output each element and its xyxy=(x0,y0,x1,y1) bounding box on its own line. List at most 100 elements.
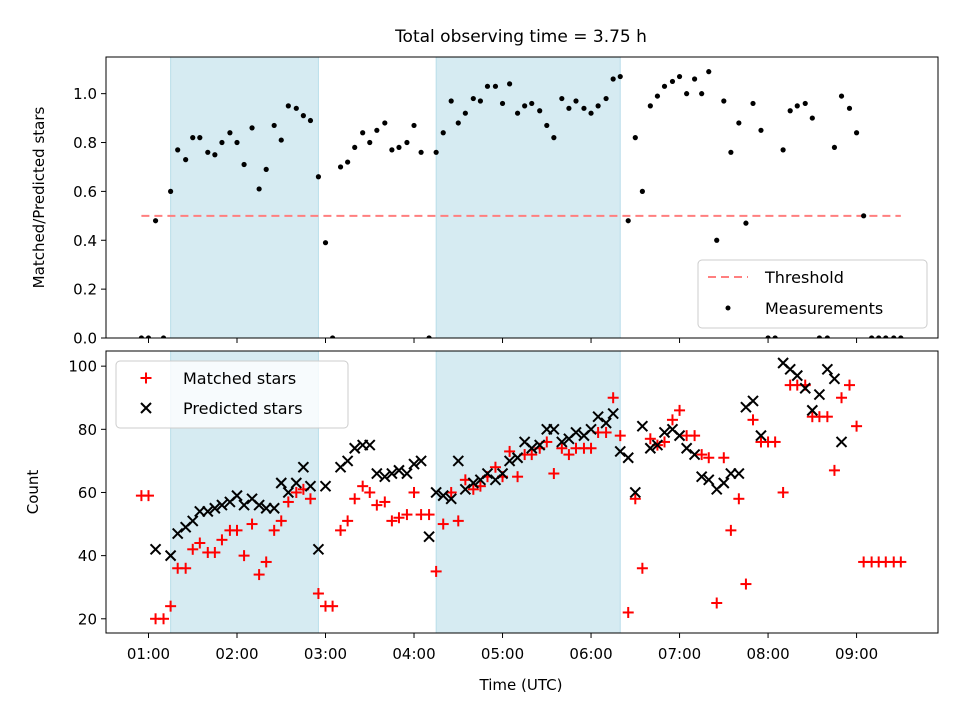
matched-star-point xyxy=(769,436,781,448)
matched-star-point xyxy=(644,433,656,445)
x-tick-label: 04:00 xyxy=(392,645,435,663)
y-tick-label: 0.6 xyxy=(73,183,97,201)
legend-measurements-label: Measurements xyxy=(765,299,883,318)
matched-star-point xyxy=(268,524,280,536)
predicted-star-point xyxy=(607,407,619,420)
predicted-star-point xyxy=(556,436,568,448)
measurement-point xyxy=(780,147,786,153)
measurement-point xyxy=(175,147,181,153)
measurement-point xyxy=(743,220,749,226)
matched-star-point xyxy=(312,588,324,600)
matched-star-point xyxy=(636,562,648,574)
measurement-point xyxy=(212,152,218,158)
measurement-point xyxy=(418,149,424,155)
measurement-point xyxy=(492,83,499,89)
measurement-point xyxy=(145,335,152,338)
predicted-star-point xyxy=(680,442,693,454)
predicted-star-point xyxy=(386,467,398,480)
legend-measurements-swatch xyxy=(725,305,731,311)
predicted-star-point xyxy=(673,429,686,442)
predicted-star-point xyxy=(364,439,376,451)
predicted-star-point xyxy=(415,455,427,467)
measurement-point xyxy=(307,117,314,124)
measurement-point xyxy=(772,335,778,338)
predicted-star-point xyxy=(349,442,361,454)
measurement-point xyxy=(691,76,698,82)
predicted-star-point xyxy=(445,493,457,505)
matched-star-point xyxy=(821,411,833,423)
measurement-point xyxy=(271,122,277,129)
measurement-point xyxy=(831,144,838,151)
measurement-point xyxy=(595,103,601,109)
predicted-star-point xyxy=(791,369,803,382)
matched-star-point xyxy=(423,509,435,521)
measurement-point xyxy=(802,100,808,107)
matched-star-point xyxy=(231,524,243,536)
predicted-star-point xyxy=(503,455,516,467)
observing-interval xyxy=(170,57,319,338)
ratio-panel: 0.0 0.2 0.4 0.6 0.8 1.0 Matched/Predicted sta… xyxy=(30,56,939,348)
x-tick-label: 01:00 xyxy=(127,645,170,663)
measurement-point xyxy=(714,237,720,243)
y-tick-label: 1.0 xyxy=(73,85,97,103)
y-tick-label: 0.8 xyxy=(73,134,97,152)
matched-star-point xyxy=(629,493,641,505)
matched-star-point xyxy=(622,606,634,618)
legend-predicted-swatch xyxy=(140,402,152,414)
matched-star-point xyxy=(452,515,464,527)
y-tick-label: 80 xyxy=(78,421,97,439)
measurement-point xyxy=(758,127,764,133)
measurement-point xyxy=(300,113,306,119)
predicted-star-point xyxy=(268,502,280,514)
measurement-point xyxy=(581,105,587,111)
measurement-point xyxy=(588,110,594,116)
measurement-point xyxy=(190,135,196,141)
measurement-point xyxy=(322,240,329,246)
matched-star-point xyxy=(828,464,840,476)
predicted-star-point xyxy=(401,467,413,480)
measurement-point xyxy=(787,108,793,114)
measurement-point xyxy=(440,130,446,136)
x-tick-label: 07:00 xyxy=(658,645,701,663)
x-tick-label: 09:00 xyxy=(835,645,878,663)
matched-star-point xyxy=(526,449,538,461)
matched-star-point xyxy=(364,486,376,498)
measurement-point xyxy=(794,103,800,109)
ratio-axes-frame xyxy=(105,56,939,339)
predicted-star-point xyxy=(164,549,177,562)
matched-star-point xyxy=(142,490,154,502)
predicted-star-point xyxy=(622,452,634,464)
ratio-y-axis-label: Matched/Predicted stars xyxy=(30,107,48,289)
matched-star-point xyxy=(335,524,347,536)
measurement-point xyxy=(470,95,476,102)
y-tick-label: 100 xyxy=(68,358,97,376)
measurement-point xyxy=(898,335,904,338)
measurement-point xyxy=(816,335,822,338)
x-tick-label: 03:00 xyxy=(304,645,347,663)
measurement-point xyxy=(367,139,373,146)
matched-star-point xyxy=(187,543,199,555)
predicted-star-point xyxy=(629,486,642,499)
matched-star-point xyxy=(600,426,612,438)
predicted-star-point xyxy=(636,420,649,432)
matched-star-point xyxy=(733,493,745,505)
predicted-star-point xyxy=(688,448,701,461)
measurement-point xyxy=(824,335,830,338)
measurement-point xyxy=(610,76,616,82)
predicted-star-point xyxy=(481,467,494,480)
matched-star-point xyxy=(371,499,383,511)
ratio-data xyxy=(138,69,904,338)
matched-star-point xyxy=(275,515,287,527)
matched-star-point xyxy=(408,486,420,498)
legend-predicted-marker xyxy=(140,402,152,414)
measurement-point xyxy=(499,100,506,107)
measurement-point xyxy=(293,105,299,111)
count-x-axis: 01:00 02:00 03:00 04:00 05:00 06:00 07:00 08:00… xyxy=(127,633,878,663)
measurement-point xyxy=(846,105,853,111)
matched-star-point xyxy=(386,515,398,527)
measurement-point xyxy=(183,157,189,163)
predicted-star-point xyxy=(437,489,449,502)
measurement-point xyxy=(426,335,432,338)
x-tick-label: 08:00 xyxy=(746,645,789,663)
predicted-star-point xyxy=(312,543,325,556)
